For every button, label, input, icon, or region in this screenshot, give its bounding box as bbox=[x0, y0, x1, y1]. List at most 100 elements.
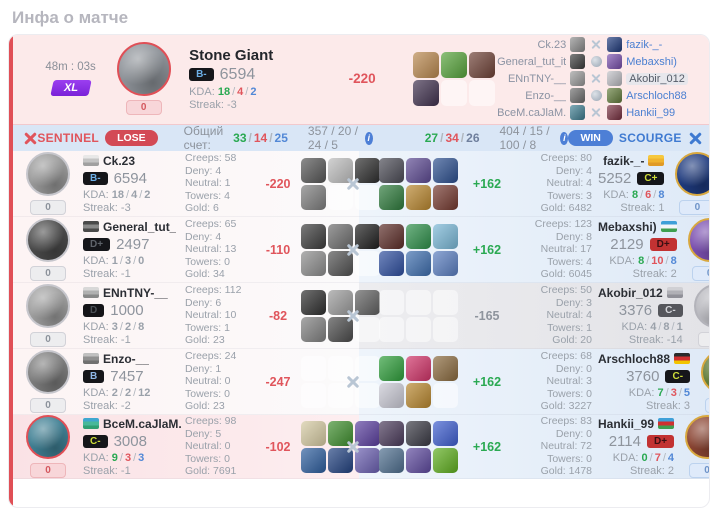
item-icon[interactable] bbox=[406, 184, 431, 210]
player-stats: Creeps: 24 Deny: 1 Neutral: 0 Towers: 0 … bbox=[185, 350, 257, 413]
item-icon[interactable] bbox=[433, 223, 458, 249]
mini-player-name-left[interactable]: BceM.caJlaM. bbox=[497, 106, 567, 119]
item-icon[interactable] bbox=[301, 355, 326, 381]
stat-line: Towers: 4 bbox=[185, 189, 230, 202]
item-icon[interactable] bbox=[379, 316, 404, 342]
item-icon[interactable] bbox=[413, 51, 440, 78]
item-icon[interactable] bbox=[433, 157, 458, 183]
hero-avatar[interactable] bbox=[26, 284, 70, 328]
item-icon[interactable] bbox=[379, 223, 404, 249]
item-icon[interactable] bbox=[433, 289, 458, 315]
mini-player-name-left[interactable]: ENnTNY-__ bbox=[507, 72, 567, 85]
item-icon[interactable] bbox=[406, 289, 431, 315]
item-icon[interactable] bbox=[406, 382, 431, 408]
rank-badge: B- bbox=[189, 68, 214, 81]
stat-line: Deny: 8 bbox=[555, 230, 592, 243]
hero-avatar[interactable] bbox=[687, 218, 709, 262]
item-icon[interactable] bbox=[328, 289, 353, 315]
item-icon[interactable] bbox=[406, 157, 431, 183]
item-icon[interactable] bbox=[301, 184, 326, 210]
summary-player-info: Stone Giant B- 6594 KDA: 18/4/2 Streak: … bbox=[189, 47, 311, 111]
mini-player-name-left[interactable]: General_tut_it bbox=[497, 55, 567, 68]
item-icon[interactable] bbox=[433, 316, 458, 342]
item-icon[interactable] bbox=[469, 79, 496, 106]
streak: Streak: -1 bbox=[83, 464, 131, 477]
item-icon[interactable] bbox=[301, 447, 326, 473]
item-icon[interactable] bbox=[301, 316, 326, 342]
kda: KDA: 1/3/0 bbox=[83, 254, 145, 267]
item-icon[interactable] bbox=[413, 79, 440, 106]
item-icon[interactable] bbox=[379, 355, 404, 381]
item-icon[interactable] bbox=[469, 51, 496, 78]
item-icon[interactable] bbox=[441, 51, 468, 78]
stat-line: Gold: 6 bbox=[185, 202, 219, 215]
player-name[interactable]: Akobir_012 bbox=[598, 285, 663, 300]
item-icon[interactable] bbox=[379, 184, 404, 210]
mini-player-name-right[interactable]: Mebaxshi) bbox=[626, 55, 677, 68]
items-grid bbox=[379, 223, 458, 276]
item-icon[interactable] bbox=[406, 355, 431, 381]
player-name[interactable]: Ck.23 bbox=[103, 153, 136, 168]
globe-icon bbox=[590, 90, 602, 101]
item-icon[interactable] bbox=[406, 420, 431, 446]
mini-player-name-right[interactable]: Hankii_99 bbox=[626, 106, 676, 119]
item-icon[interactable] bbox=[406, 250, 431, 276]
hero-avatar[interactable] bbox=[675, 152, 709, 196]
hero-avatar[interactable] bbox=[116, 42, 171, 96]
player-name[interactable]: Enzo-__ bbox=[103, 351, 150, 366]
player-info: Akobir_012 3376 C- KDA: 4/8/1 Streak: -1… bbox=[598, 286, 683, 346]
avatar-block: 0 bbox=[691, 284, 709, 347]
item-icon[interactable] bbox=[406, 223, 431, 249]
item-icon[interactable] bbox=[406, 447, 431, 473]
hero-avatar[interactable] bbox=[701, 350, 709, 394]
hero-avatar[interactable] bbox=[26, 218, 70, 262]
mini-player-name-left[interactable]: Ck.23 bbox=[537, 38, 567, 51]
item-icon[interactable] bbox=[301, 157, 326, 183]
mini-player-name-right[interactable]: fazik-_- bbox=[626, 38, 663, 51]
item-icon[interactable] bbox=[433, 382, 458, 408]
items-grid bbox=[413, 51, 496, 106]
player-name[interactable]: BceM.caJlaM. bbox=[103, 416, 182, 431]
item-icon[interactable] bbox=[433, 447, 458, 473]
item-icon[interactable] bbox=[379, 382, 404, 408]
mini-player-name-right[interactable]: Akobir_012 bbox=[626, 72, 697, 85]
hero-avatar[interactable] bbox=[685, 415, 709, 459]
row-left-half: 0 Enzo-__ B 7457 KDA: 2/2/12 Streak: -2 bbox=[9, 349, 380, 415]
item-icon[interactable] bbox=[379, 420, 404, 446]
info-icon[interactable] bbox=[560, 131, 569, 145]
hero-avatar[interactable] bbox=[26, 350, 70, 394]
item-icon[interactable] bbox=[301, 420, 326, 446]
item-icon[interactable] bbox=[355, 289, 380, 315]
item-icon[interactable] bbox=[406, 316, 431, 342]
item-icon[interactable] bbox=[301, 382, 326, 408]
item-icon[interactable] bbox=[379, 250, 404, 276]
item-icon[interactable] bbox=[441, 79, 468, 106]
item-icon[interactable] bbox=[301, 289, 326, 315]
info-icon[interactable] bbox=[364, 131, 373, 145]
player-info: ENnTNY-__ D 1000 KDA: 3/2/8 Streak: -1 bbox=[83, 286, 185, 346]
player-name[interactable]: ENnTNY-__ bbox=[103, 285, 168, 300]
mini-player-name-right[interactable]: Arschloch88 bbox=[626, 89, 687, 102]
player-name[interactable]: Hankii_99 bbox=[598, 416, 655, 431]
stat-line: Creeps: 68 bbox=[540, 350, 592, 363]
hero-avatar[interactable] bbox=[693, 284, 709, 328]
item-icon[interactable] bbox=[379, 157, 404, 183]
hero-avatar[interactable] bbox=[26, 415, 70, 459]
player-name[interactable]: fazik-_- bbox=[603, 153, 645, 168]
player-name[interactable]: General_tut_ bbox=[103, 219, 177, 234]
item-icon[interactable] bbox=[379, 289, 404, 315]
item-icon[interactable] bbox=[433, 420, 458, 446]
item-icon[interactable] bbox=[301, 223, 326, 249]
item-icon[interactable] bbox=[379, 447, 404, 473]
item-icon[interactable] bbox=[433, 355, 458, 381]
hero-avatar[interactable] bbox=[26, 152, 70, 196]
item-icon[interactable] bbox=[433, 184, 458, 210]
item-icon[interactable] bbox=[433, 250, 458, 276]
streak: Streak: 1 bbox=[620, 201, 665, 214]
player-name[interactable]: Mebaxshi) bbox=[598, 219, 657, 234]
player-name[interactable]: Arschloch88 bbox=[598, 351, 671, 366]
stat-line: Towers: 4 bbox=[547, 255, 592, 268]
item-icon[interactable] bbox=[301, 250, 326, 276]
player-row: 0 General_tut_ D+ 2497 KDA: 1/3/0 Streak… bbox=[9, 217, 709, 283]
mini-player-name-left[interactable]: Enzo-__ bbox=[525, 89, 567, 102]
